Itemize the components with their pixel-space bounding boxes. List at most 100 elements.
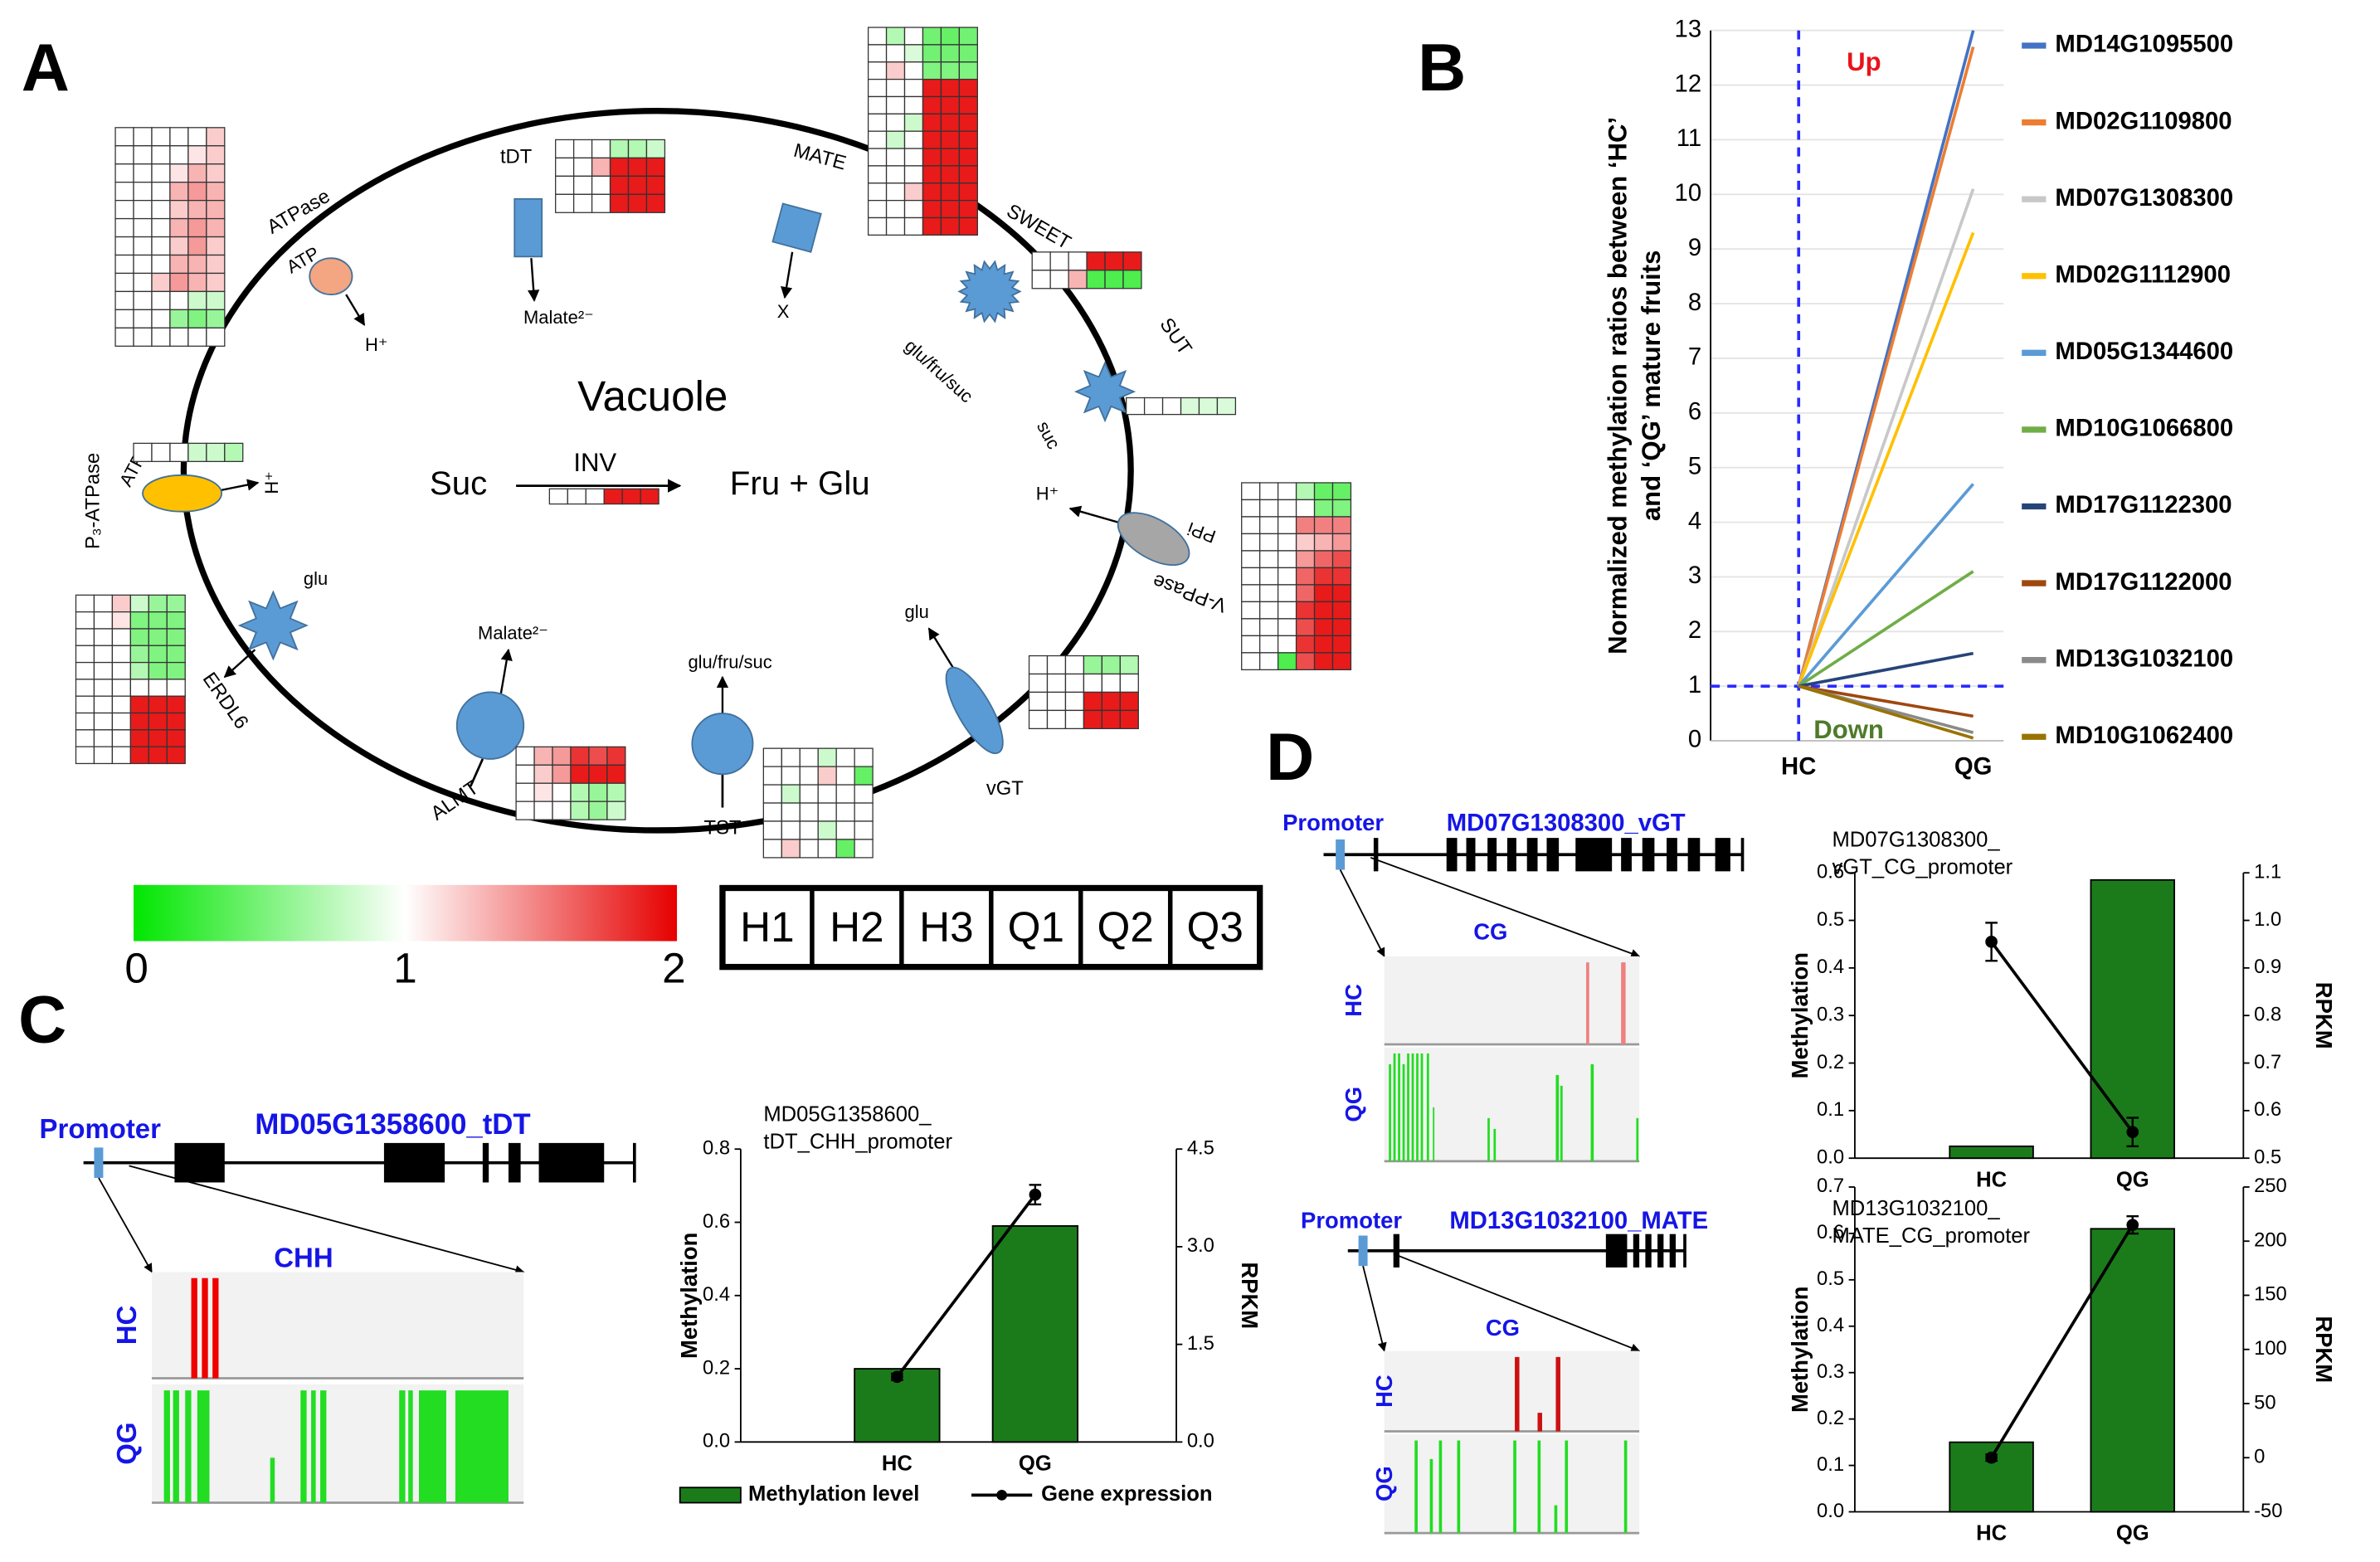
heatmap-cell: [1119, 709, 1139, 730]
heatmap-cell: [591, 193, 611, 213]
heatmap-cell: [570, 746, 590, 766]
heatmap-cell: [1064, 709, 1085, 730]
transporter: [142, 474, 223, 513]
heatmap-cell: [940, 61, 961, 80]
heatmap-cell: [1216, 397, 1237, 416]
heatmap-cell: [627, 139, 648, 159]
exon: [1506, 838, 1516, 872]
heatmap-cell: [169, 309, 189, 328]
heatmap-cell: [1064, 673, 1085, 693]
y-tick-label: 0.2: [703, 1356, 730, 1379]
heatmap-cell: [111, 695, 131, 714]
heatmap-cell: [799, 766, 819, 786]
sample-key-label: Q2: [1098, 903, 1154, 951]
legend-label: MD02G1112900: [2055, 261, 2231, 288]
heatmap-cell: [1313, 516, 1334, 535]
heatmap-cell: [151, 199, 171, 220]
heatmap-cell: [1277, 635, 1297, 654]
heatmap-cell: [169, 182, 189, 202]
y-axis-label: and ‘QG’ mature fruits: [1637, 251, 1666, 522]
heatmap-cell: [129, 594, 149, 613]
annotation: Up: [1847, 47, 1881, 76]
methylation-site: [1429, 1458, 1433, 1534]
heatmap-cell: [885, 61, 906, 80]
heatmap-cell: [552, 746, 572, 766]
y2-tick-label: 0.8: [2254, 1003, 2281, 1025]
heatmap-cell: [129, 746, 149, 765]
heatmap-cell: [1119, 654, 1139, 675]
heatmap-cell: [1241, 550, 1261, 569]
exon: [1667, 838, 1677, 872]
heatmap-cell: [1277, 567, 1297, 586]
methylation-site: [1555, 1074, 1560, 1161]
heatmap-cell: [591, 139, 611, 159]
heatmap-cell: [93, 611, 114, 630]
methylation-site: [1493, 1128, 1497, 1161]
heatmap-cell: [93, 712, 114, 731]
y2-axis-label: RPKM: [1237, 1262, 1263, 1329]
heatmap-cell: [567, 488, 586, 505]
y2-tick-label: 0.0: [1187, 1430, 1214, 1453]
methylation-site: [270, 1457, 275, 1503]
heatmap-cell: [1028, 691, 1049, 712]
y-tick-label: 0.0: [1817, 1500, 1844, 1522]
heatmap-cell: [570, 764, 590, 784]
heatmap-cell: [224, 442, 244, 462]
exon: [482, 1142, 489, 1183]
heatmap-cell: [781, 820, 801, 840]
methylation-track: [1384, 1350, 1640, 1432]
heatmap-cell: [903, 182, 924, 202]
heatmap-cell: [885, 217, 906, 236]
heatmap-cell: [817, 820, 837, 840]
heatmap-cell: [151, 442, 171, 462]
heatmap-cell: [133, 254, 153, 275]
heatmap-cell: [151, 327, 171, 347]
transporter-label: glu: [304, 568, 328, 589]
y2-axis-label: RPKM: [2311, 982, 2337, 1049]
heatmap-cell: [206, 236, 226, 256]
y2-tick-label: 0.7: [2254, 1051, 2281, 1073]
heatmap-cell: [1277, 601, 1297, 620]
expression-line: [1990, 941, 2134, 1133]
heatmap-cell: [922, 95, 942, 114]
heatmap-cell: [867, 199, 888, 219]
heatmap-cell: [129, 695, 149, 714]
exon: [1446, 838, 1458, 872]
heatmap-cell: [570, 800, 590, 820]
heatmap-cell: [187, 290, 207, 311]
heatmap-cell: [922, 27, 942, 46]
heatmap-cell: [206, 127, 226, 147]
heatmap-cell: [940, 113, 961, 132]
heatmap-cell: [1277, 533, 1297, 552]
exon: [1715, 838, 1730, 872]
series-line: [1798, 684, 1974, 718]
heatmap-cell: [129, 712, 149, 731]
heatmap-cell: [1259, 499, 1279, 518]
heatmap-cell: [206, 290, 226, 311]
heatmap-cell: [1331, 584, 1352, 603]
heatmap-cell: [169, 290, 189, 311]
exon: [383, 1142, 445, 1183]
heatmap-cell: [640, 488, 659, 505]
heatmap-cell: [187, 272, 207, 293]
heatmap-cell: [609, 157, 630, 177]
methylation-site: [419, 1390, 446, 1503]
heatmap-cell: [133, 145, 153, 165]
expression-point: [1985, 936, 1998, 948]
legend-label: MD13G1032100: [2055, 645, 2233, 672]
heatmap-cell: [867, 27, 888, 46]
heatmap-cell: [940, 148, 961, 167]
legend-label: MD17G1122300: [2055, 492, 2232, 518]
heatmap-cell: [169, 254, 189, 275]
zoom-line: [1370, 857, 1641, 958]
heatmap-cell: [799, 747, 819, 767]
heatmap-cell: [1331, 567, 1352, 586]
expression-line: [895, 1194, 1037, 1378]
heatmap-cell: [1161, 397, 1182, 416]
heatmap-cell: [151, 145, 171, 165]
heatmap-cell: [1295, 516, 1316, 535]
heatmap-cell: [129, 645, 149, 664]
heatmap-cell: [166, 611, 186, 630]
heatmap-cell: [940, 78, 961, 98]
sample-key-label: H2: [830, 903, 883, 951]
